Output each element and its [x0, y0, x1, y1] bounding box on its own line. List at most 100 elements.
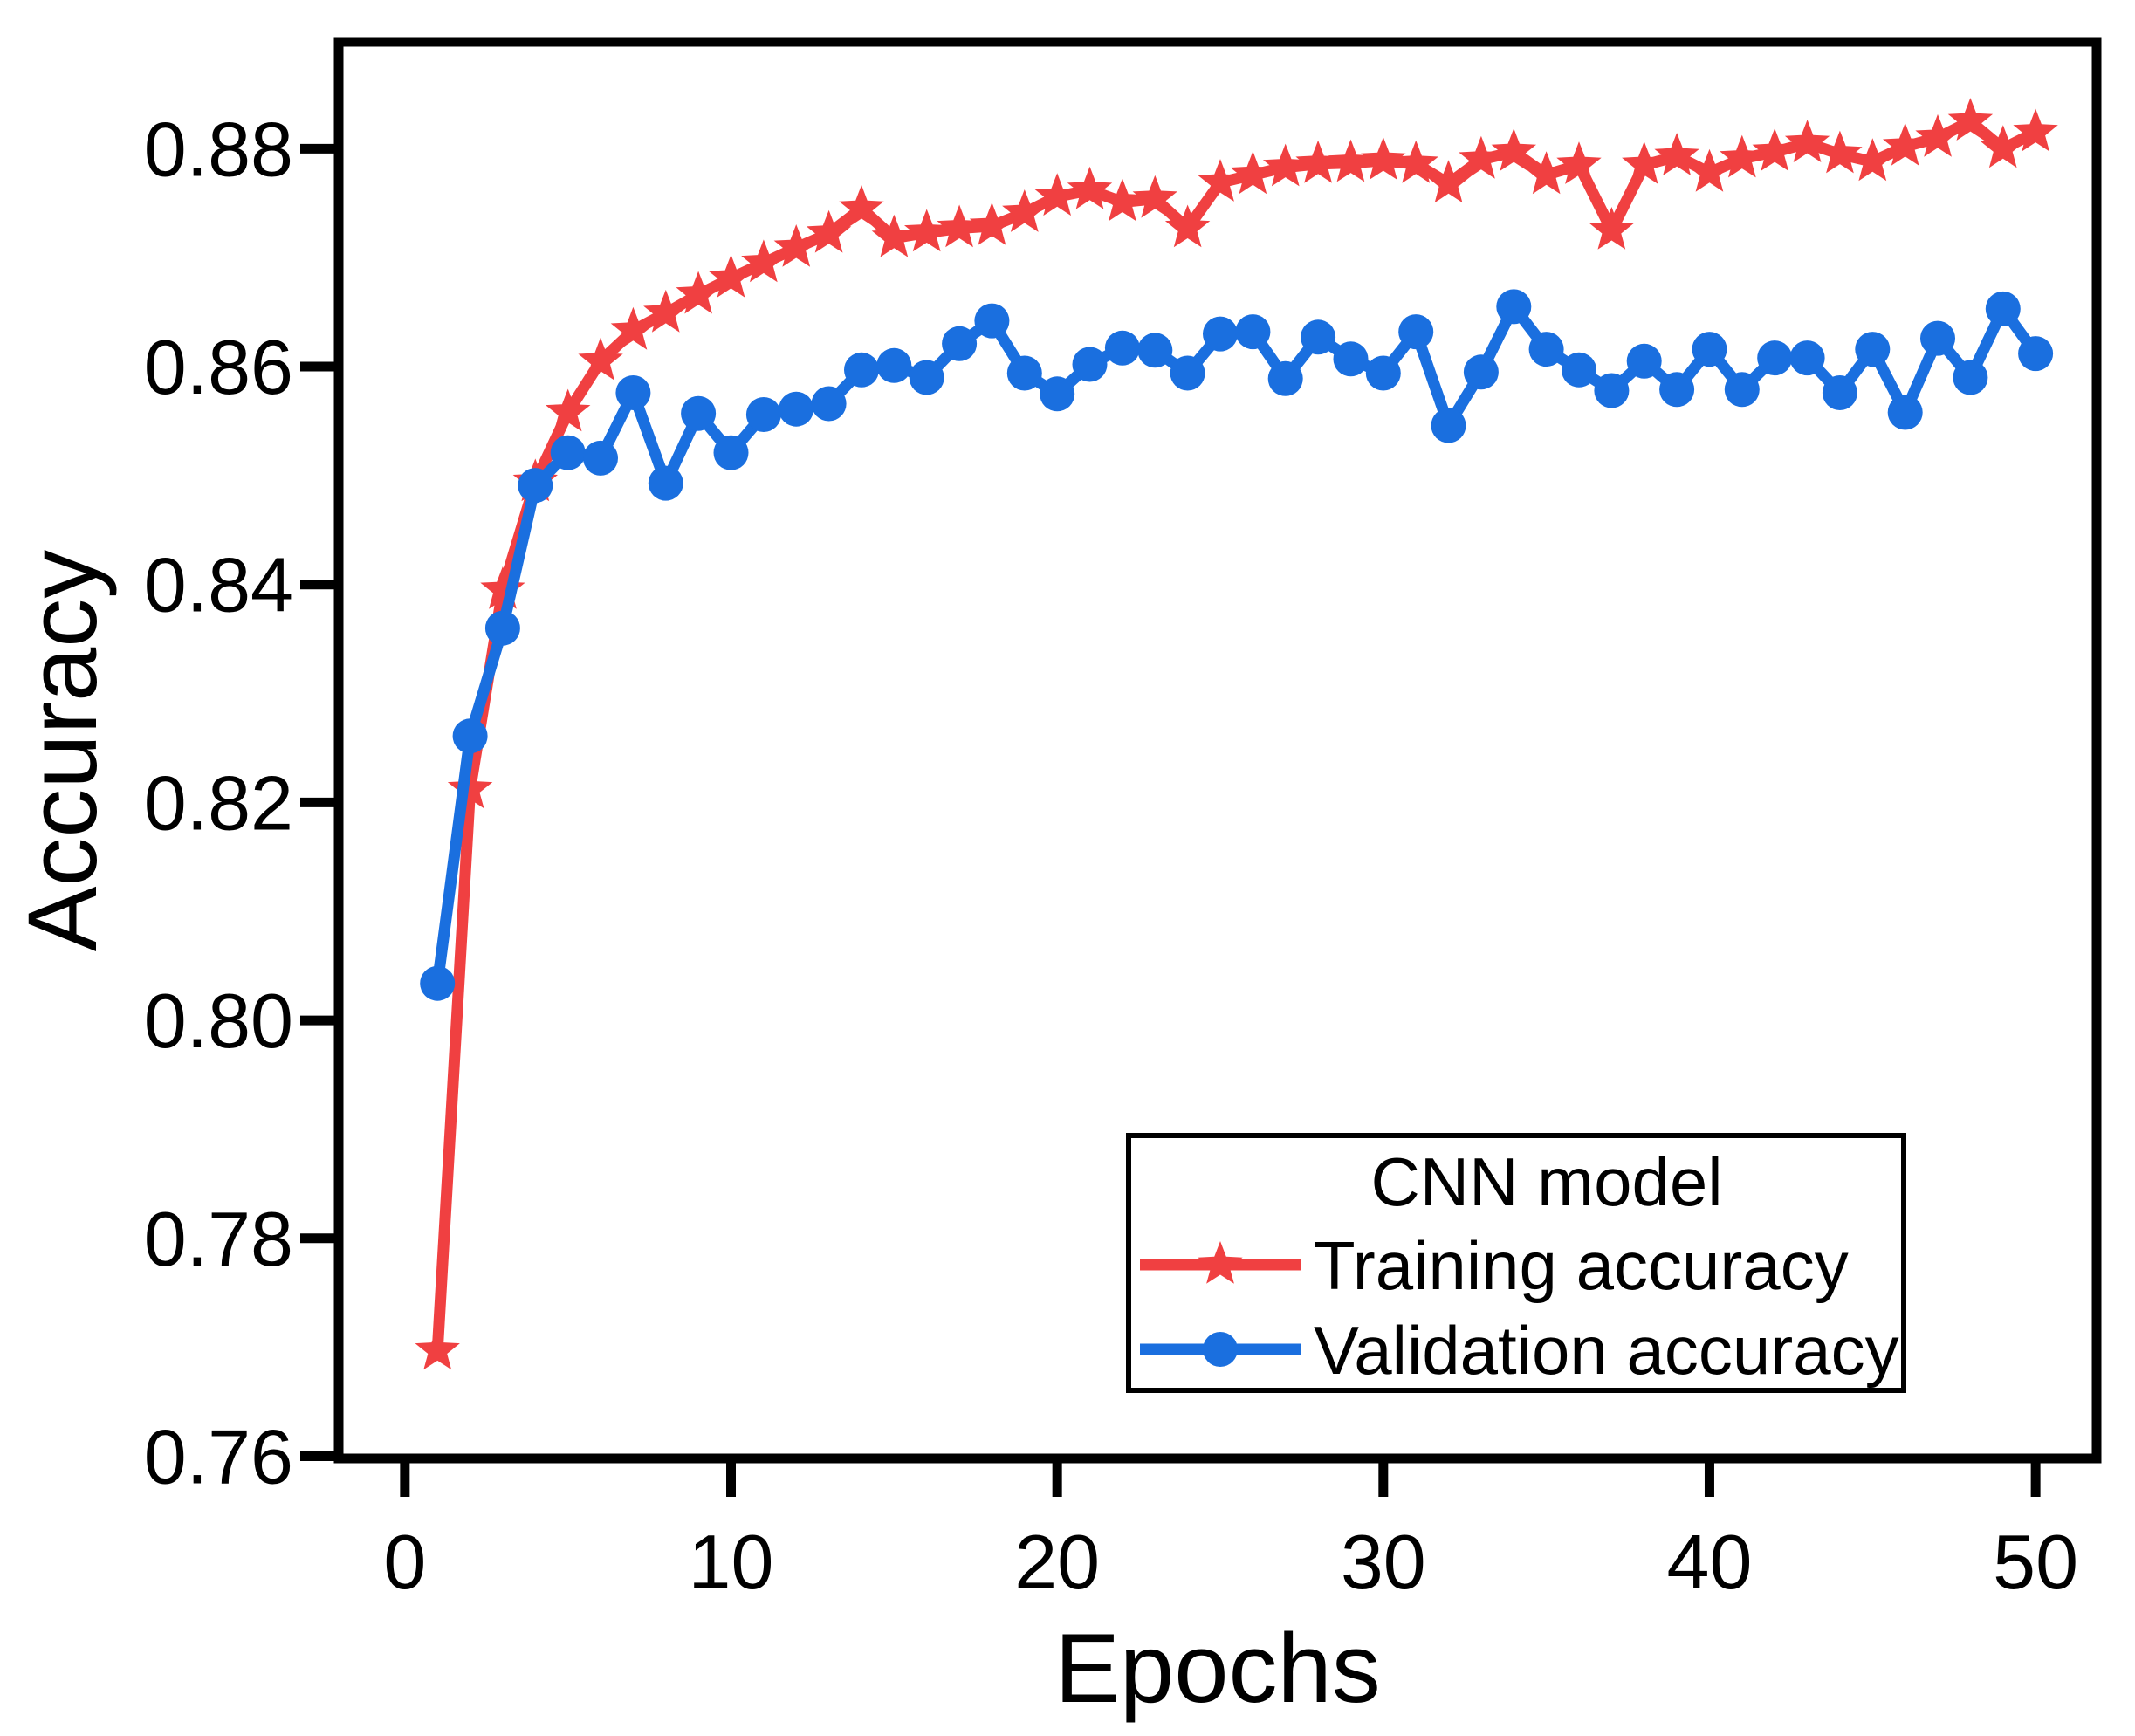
training-marker [937, 204, 982, 248]
validation-marker [1333, 341, 1369, 377]
validation-marker [1562, 352, 1596, 388]
validation-marker [1855, 332, 1891, 367]
x-tick-label: 0 [383, 1519, 426, 1605]
training-marker [1459, 135, 1504, 179]
validation-marker [681, 395, 717, 431]
y-tick-label: 0.88 [144, 106, 293, 192]
validation-marker [1920, 320, 1955, 356]
validation-marker [1985, 291, 2021, 326]
validation-marker [615, 375, 651, 410]
training-marker [1361, 137, 1406, 180]
training-marker [1328, 139, 1374, 182]
training-marker [1784, 120, 1830, 162]
legend-label-training: Training accuracy [1314, 1227, 1849, 1304]
legend-validation-circle-icon [1203, 1332, 1238, 1367]
validation-marker [452, 718, 488, 754]
training-marker [415, 1327, 460, 1370]
validation-marker [1757, 340, 1793, 376]
series-layer [415, 98, 2058, 1370]
y-tick-label: 0.76 [144, 1414, 293, 1500]
validation-marker [1496, 289, 1532, 325]
validation-marker [1235, 314, 1271, 350]
training-marker [1622, 141, 1667, 184]
y-tick-label: 0.86 [144, 324, 293, 410]
validation-marker [1365, 355, 1401, 391]
y-tick-label: 0.84 [144, 542, 293, 628]
validation-marker [713, 435, 749, 470]
validation-marker [1301, 319, 1336, 355]
training-marker [578, 337, 623, 381]
training-marker [1524, 151, 1569, 195]
x-tick-label: 50 [1993, 1519, 2078, 1605]
training-marker [1393, 140, 1438, 183]
x-tick-label: 20 [1014, 1519, 1100, 1605]
validation-marker [1104, 330, 1140, 366]
training-marker [1425, 160, 1472, 203]
validation-marker [1789, 340, 1825, 376]
y-axis: 0.76 0.78 0.80 0.82 0.84 0.86 0.88 [144, 106, 339, 1500]
validation-marker [2018, 336, 2054, 372]
training-marker [676, 271, 721, 314]
validation-marker [1267, 360, 1303, 396]
training-marker [1981, 125, 2026, 168]
validation-marker [1887, 395, 1923, 430]
training-marker [1817, 130, 1863, 174]
training-marker [1589, 207, 1635, 250]
validation-marker [1659, 372, 1695, 408]
validation-marker [1203, 316, 1238, 352]
series-validation [420, 289, 2054, 1001]
validation-marker [1040, 376, 1075, 412]
training-marker [1752, 128, 1797, 171]
validation-marker [484, 610, 520, 646]
validation-marker [942, 326, 978, 361]
validation-marker [1431, 408, 1466, 443]
validation-marker [1463, 354, 1499, 390]
validation-marker [1692, 332, 1727, 367]
legend: CNN model Training accuracy Validation a… [1126, 1133, 1906, 1393]
x-tick-label: 30 [1341, 1519, 1426, 1605]
y-tick-label: 0.82 [144, 759, 293, 846]
training-marker [1686, 148, 1733, 192]
training-marker [1002, 189, 1047, 232]
validation-marker [1822, 375, 1857, 410]
training-marker [610, 306, 656, 350]
training-marker [871, 214, 916, 257]
training-marker [2013, 108, 2058, 152]
validation-marker [1724, 372, 1760, 408]
validation-marker [844, 352, 879, 388]
training-marker [643, 289, 689, 333]
training-marker [708, 254, 754, 298]
training-marker [1556, 141, 1602, 184]
training-marker [1654, 133, 1699, 175]
validation-marker [1072, 347, 1108, 382]
training-marker [1100, 178, 1145, 222]
validation-marker [1170, 355, 1205, 391]
x-axis: 0 10 20 30 40 50 [383, 1458, 2078, 1605]
training-marker [806, 209, 852, 253]
validation-line [431, 300, 2042, 990]
validation-marker [779, 391, 814, 427]
validation-marker [648, 465, 683, 501]
validation-marker [1594, 373, 1630, 408]
training-marker [1164, 204, 1211, 248]
training-marker [1198, 159, 1243, 202]
validation-marker [1398, 314, 1434, 350]
x-axis-label: Epochs [1054, 1614, 1381, 1723]
training-marker [1230, 151, 1275, 195]
validation-marker [583, 440, 618, 476]
training-marker [1034, 173, 1080, 216]
training-marker [1883, 122, 1928, 166]
training-marker [480, 566, 525, 609]
training-marker [1295, 140, 1341, 183]
series-training [415, 98, 2058, 1370]
plot-border [333, 37, 2102, 1464]
validation-marker [1137, 333, 1173, 368]
legend-training-star-icon [1198, 1241, 1243, 1284]
validation-marker [811, 386, 847, 422]
x-tick-label: 40 [1667, 1519, 1753, 1605]
training-marker [1720, 134, 1765, 178]
validation-marker [876, 347, 912, 383]
y-axis-label: Accuracy [8, 550, 117, 952]
